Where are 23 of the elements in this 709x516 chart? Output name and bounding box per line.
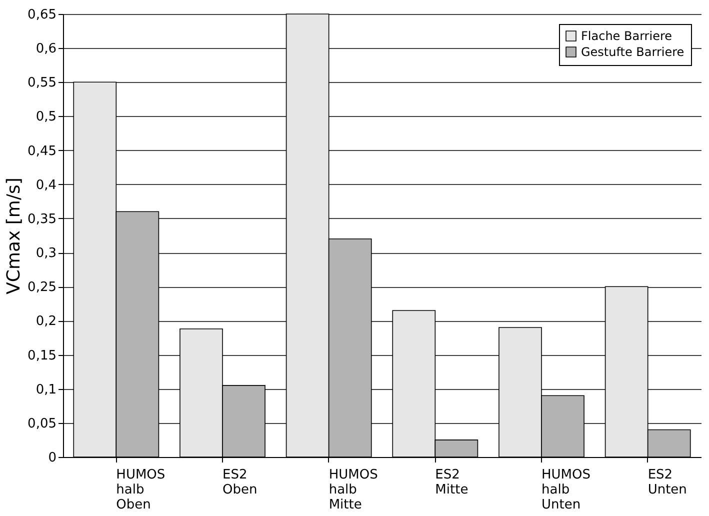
x-tick-label: HUMOS halb Unten (542, 468, 590, 512)
y-tick-label: 0,6 (36, 42, 56, 57)
y-tick-label: 0,15 (28, 348, 56, 364)
y-tick-label: 0,25 (28, 280, 56, 296)
y-tick-label: 0 (48, 450, 56, 466)
x-tick-label: HUMOS halb Oben (116, 468, 166, 512)
y-tick-label: 0,3 (36, 246, 56, 262)
y-tick-label: 0,1 (36, 382, 56, 398)
x-tick-label: HUMOS halb Mitte (328, 468, 378, 512)
x-tick-label: ES2 Mitte (435, 468, 468, 498)
y-tick-label: 0,35 (28, 212, 56, 227)
x-tick-label: ES2 Oben (222, 468, 258, 498)
y-tick-label: 0,05 (28, 416, 56, 432)
y-tick-label: 0,65 (28, 8, 56, 22)
y-tick-label: 0,4 (36, 178, 56, 193)
y-tick-label: 0,45 (28, 144, 56, 159)
y-tick-label: 0,55 (28, 76, 56, 91)
y-axis-title: VCmax [m/s] (4, 178, 25, 294)
legend-label: Gestufte Barriere (581, 45, 684, 59)
y-tick-label: 0,5 (36, 110, 56, 125)
y-tick-label: 0,2 (36, 314, 56, 330)
x-tick-label: ES2 Unten (648, 468, 687, 498)
legend-label: Flache Barriere (581, 29, 672, 43)
